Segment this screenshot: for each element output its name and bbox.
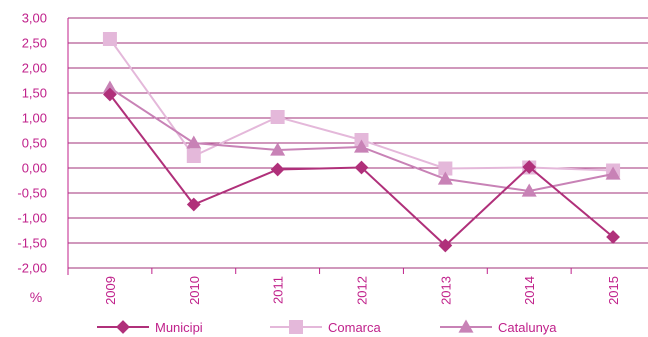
legend-label: Catalunya <box>498 320 557 335</box>
y-tick-label: -2,00 <box>17 261 47 276</box>
data-point <box>521 183 537 197</box>
x-tick-label: 2012 <box>355 276 370 305</box>
x-tick-label: 2014 <box>522 276 537 305</box>
data-point <box>605 166 621 180</box>
y-unit-label: % <box>30 289 42 305</box>
data-point <box>102 80 118 94</box>
data-point <box>354 160 369 175</box>
data-point <box>270 142 286 156</box>
y-axis-ticks: 3,00 2,50 2,00 1,50 1,00 0,50 0,00 -0,50 -1,00 -1… <box>17 11 47 276</box>
series-comarca <box>102 32 621 178</box>
data-point <box>186 135 202 149</box>
y-tick-label: 3,00 <box>22 11 47 26</box>
series-lines <box>102 32 621 253</box>
data-point <box>438 161 453 176</box>
data-point <box>437 171 453 185</box>
y-tick-label: 0,50 <box>22 136 47 151</box>
data-point <box>103 87 117 102</box>
x-tick-label: 2011 <box>271 276 286 304</box>
legend-marker <box>289 320 303 334</box>
y-tick-label: 2,50 <box>22 36 47 51</box>
data-point <box>186 149 201 163</box>
legend: Municipi Comarca Catalunya <box>97 319 557 335</box>
data-point <box>102 32 117 46</box>
data-point <box>270 110 285 124</box>
y-tick-label: 1,00 <box>22 111 47 126</box>
y-tick-label: 2,00 <box>22 61 47 76</box>
legend-marker <box>458 319 474 333</box>
data-point <box>270 162 285 177</box>
series-catalunya <box>102 80 621 197</box>
y-tick-label: -0,50 <box>17 186 47 201</box>
legend-item-comarca: Comarca <box>270 320 382 335</box>
legend-label: Municipi <box>155 320 203 335</box>
legend-item-municipi: Municipi <box>97 320 203 335</box>
series-municipi <box>103 87 620 253</box>
y-tick-label: -1,50 <box>17 236 47 251</box>
data-point <box>186 197 201 212</box>
y-tick-label: -1,00 <box>17 211 47 226</box>
data-point <box>354 139 369 153</box>
y-tick-label: 1,50 <box>22 86 47 101</box>
legend-marker <box>116 320 130 334</box>
x-tick-label: 2009 <box>103 276 118 305</box>
data-point <box>438 238 453 253</box>
x-tick-label: 2013 <box>438 276 453 305</box>
x-axis-ticks: 2009 2010 2011 2012 2013 2014 2015 <box>103 276 621 305</box>
x-tick-label: 2010 <box>187 276 202 305</box>
legend-label: Comarca <box>328 320 382 335</box>
x-tick-label: 2015 <box>606 276 621 305</box>
legend-item-catalunya: Catalunya <box>440 319 557 335</box>
data-point <box>606 230 620 244</box>
data-point <box>522 160 537 174</box>
y-tick-label: 0,00 <box>22 161 47 176</box>
